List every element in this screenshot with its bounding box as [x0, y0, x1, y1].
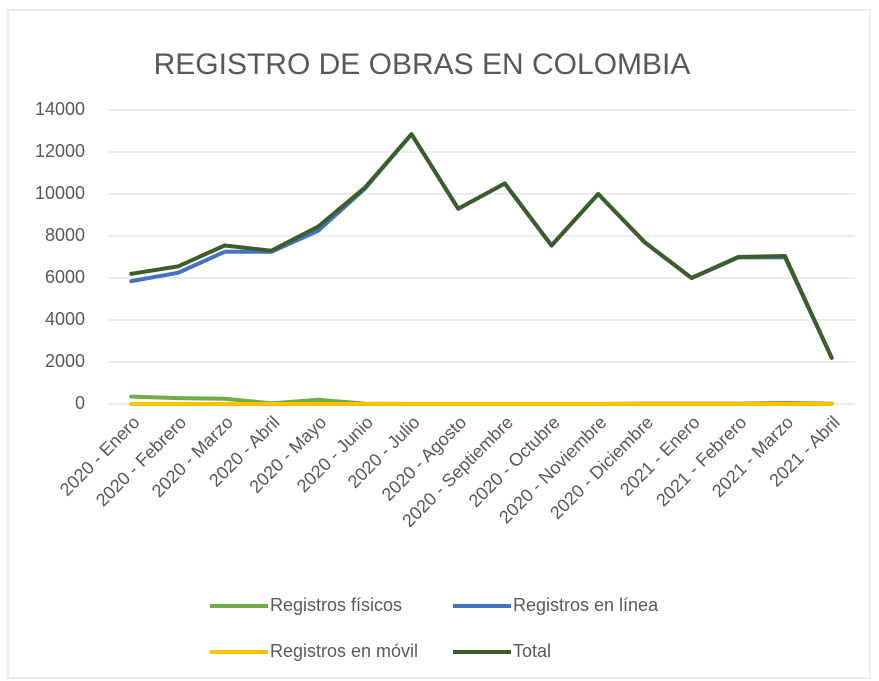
y-tick-label: 0	[75, 393, 85, 413]
legend-label: Total	[513, 641, 551, 661]
series-line	[129, 132, 834, 360]
legend-label: Registros en línea	[513, 595, 659, 615]
y-tick-label: 2000	[45, 351, 85, 371]
y-tick-label: 12000	[35, 141, 85, 161]
y-tick-label: 14000	[35, 99, 85, 119]
chart-border	[7, 9, 871, 679]
y-tick-label: 6000	[45, 267, 85, 287]
y-tick-label: 4000	[45, 309, 85, 329]
y-tick-label: 8000	[45, 225, 85, 245]
chart-title: REGISTRO DE OBRAS EN COLOMBIA	[154, 48, 691, 81]
legend-label: Registros físicos	[270, 595, 402, 615]
legend-label: Registros en móvil	[270, 641, 418, 661]
y-tick-label: 10000	[35, 183, 85, 203]
